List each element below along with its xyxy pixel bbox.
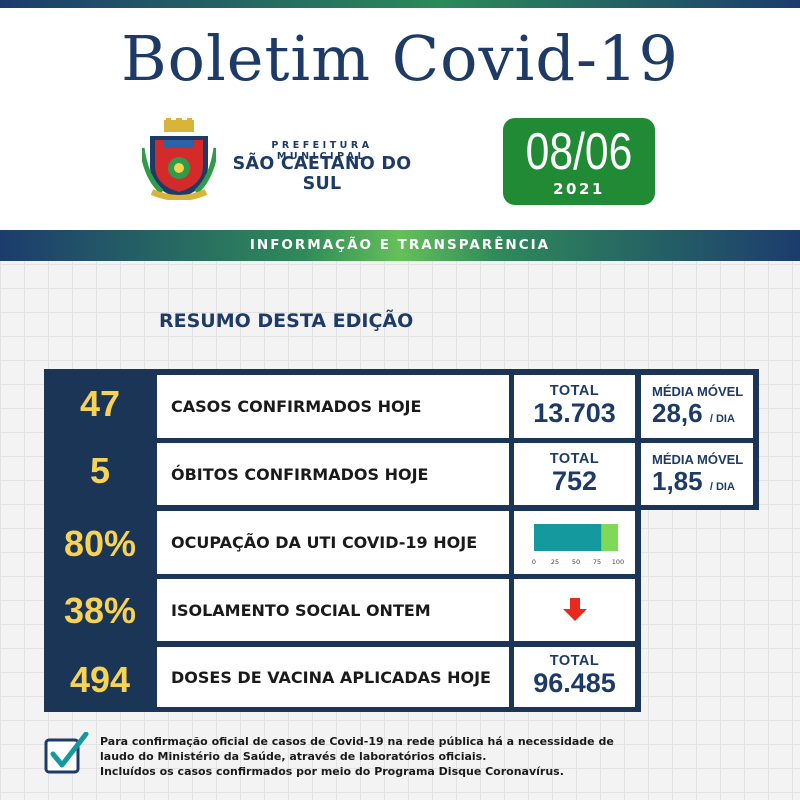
deaths-media-line: 1,85 / DIA bbox=[652, 467, 753, 501]
cases-media-line: 28,6 / DIA bbox=[652, 399, 753, 433]
deaths-media-label: MÉDIA MÓVEL bbox=[652, 452, 744, 467]
cases-total-value: 13.703 bbox=[533, 398, 616, 428]
bulletin-date: 08/06 bbox=[525, 123, 633, 181]
deaths-total-value: 752 bbox=[551, 466, 598, 496]
prefeitura-prefix: PREFEITURA MUNICIPAL bbox=[271, 140, 373, 162]
footnote-line: laudo do Ministério da Saúde, através de… bbox=[100, 750, 487, 763]
page-title: Boletim Covid-19 bbox=[121, 22, 679, 95]
cases-today-label: CASOS CONFIRMADOS HOJE bbox=[157, 375, 509, 438]
footnote-line: Incluídos os casos confirmados por meio … bbox=[100, 765, 564, 778]
vaccine-doses-label: DOSES DE VACINA APLICADAS HOJE bbox=[157, 647, 509, 707]
vaccine-total-cell: TOTAL 96.485 bbox=[514, 647, 635, 707]
cases-total-cell: TOTAL 13.703 bbox=[514, 375, 635, 438]
vaccine-total-value: 96.485 bbox=[533, 668, 616, 698]
icu-bar-tick-label: 100 bbox=[612, 558, 624, 566]
summary-heading: RESUMO DESTA EDIÇÃO bbox=[159, 310, 414, 332]
footnote-text: Para confirmação oficial de casos de Cov… bbox=[100, 734, 620, 779]
deaths-total-cell: TOTAL 752 bbox=[514, 443, 635, 505]
icu-occupancy-label: OCUPAÇÃO DA UTI COVID-19 HOJE bbox=[157, 511, 509, 574]
icu-bar-occupied bbox=[534, 524, 602, 551]
icu-occupancy-bar: 0 25 50 75 100 bbox=[532, 524, 624, 566]
deaths-today-label: ÓBITOS CONFIRMADOS HOJE bbox=[157, 443, 509, 505]
top-gradient-strip bbox=[0, 0, 800, 8]
social-isolation-value: 38% bbox=[63, 590, 137, 631]
cases-moving-average-cell: MÉDIA MÓVEL 28,6 / DIA bbox=[641, 375, 753, 438]
cases-media-value: 28,6 bbox=[652, 398, 703, 428]
cases-media-unit: / DIA bbox=[709, 413, 735, 425]
cases-media-label: MÉDIA MÓVEL bbox=[652, 384, 744, 399]
social-isolation-label: ISOLAMENTO SOCIAL ONTEM bbox=[157, 579, 509, 641]
deaths-media-unit: / DIA bbox=[709, 481, 735, 493]
footnote-line: Para confirmação oficial de casos de Cov… bbox=[100, 735, 614, 748]
red-down-arrow-icon bbox=[563, 598, 587, 621]
date-badge: 08/06 2021 bbox=[503, 118, 655, 205]
icu-occupancy-value: 80% bbox=[63, 523, 137, 564]
cases-total-label: TOTAL bbox=[549, 383, 600, 399]
icu-occupancy-chart-cell: 0 25 50 75 100 bbox=[514, 511, 635, 574]
deaths-today-value: 5 bbox=[89, 450, 111, 491]
transparency-banner: INFORMAÇÃO E TRANSPARÊNCIA bbox=[0, 230, 800, 261]
vaccine-doses-value: 494 bbox=[69, 659, 131, 700]
deaths-moving-average-cell: MÉDIA MÓVEL 1,85 / DIA bbox=[641, 443, 753, 505]
icu-bar-tick-label: 75 bbox=[593, 558, 601, 566]
cases-today-value: 47 bbox=[79, 383, 121, 424]
icu-bar-tick-label: 0 bbox=[532, 558, 536, 566]
icu-bar-tick-label: 25 bbox=[551, 558, 559, 566]
checkbox-check-icon bbox=[44, 731, 90, 774]
deaths-media-value: 1,85 bbox=[652, 466, 703, 496]
bulletin-year: 2021 bbox=[553, 180, 605, 198]
icu-bar-tick-label: 50 bbox=[572, 558, 580, 566]
vaccine-total-label: TOTAL bbox=[549, 653, 600, 669]
header-panel bbox=[0, 8, 800, 230]
social-isolation-trend-cell bbox=[514, 579, 635, 641]
prefeitura-name: SÃO CAETANO DO SUL bbox=[232, 154, 412, 194]
city-coat-of-arms-icon bbox=[139, 118, 219, 201]
deaths-total-label: TOTAL bbox=[549, 451, 600, 467]
